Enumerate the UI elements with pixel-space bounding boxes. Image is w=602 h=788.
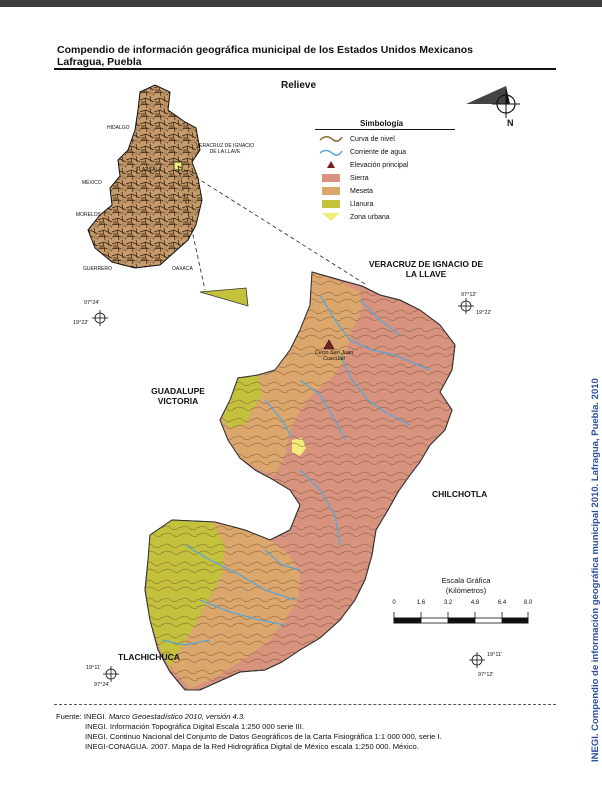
scale-tick: 6.4 [497, 600, 507, 606]
coord-tr-lat: 19°22' [476, 310, 492, 316]
locator-label-tlaxcala: TLAXCALA [136, 167, 162, 173]
north-label: N [507, 118, 514, 128]
legend-label-meseta: Meseta [350, 188, 373, 195]
llanura-region-south [146, 520, 225, 668]
scale-bar [393, 612, 529, 624]
legend-label-peak: Elevación principal [350, 162, 409, 169]
scale-tick: 3.2 [443, 600, 453, 606]
header-rule [54, 68, 556, 70]
neighbor-east: CHILCHOTLA [432, 489, 488, 499]
coord-bl-lat: 19°11' [86, 665, 102, 671]
header-title: Compendio de información geográfica muni… [57, 44, 473, 56]
locator-label-hidalgo: HIDALGO [107, 125, 130, 131]
source-marco: Marco Geoestadístico 2010, versión 4.3. [108, 712, 246, 721]
peak-label: Cerro San Juan Cuecuatl [314, 350, 354, 362]
coord-locator-lat: 19°22' [73, 320, 89, 326]
scale-tick: 4.8 [470, 600, 480, 606]
locator-label-morelos: MORELOS [76, 212, 102, 218]
source-line-3: INEGI. Continuo Nacional del Conjunto de… [85, 732, 442, 741]
map-title: Relieve [281, 80, 317, 91]
neighbor-south: TLACHICHUCA [118, 652, 180, 662]
coord-bl-lon: 97°24' [94, 682, 110, 688]
legend-label-water: Corriente de agua [350, 149, 407, 156]
peak-marker [323, 339, 335, 350]
scale-tick: 1.6 [416, 600, 426, 606]
legend-label-contour: Curva de nivel [350, 136, 395, 143]
llanura-strip [199, 287, 249, 307]
puebla-state-shape [87, 84, 203, 269]
coord-tr-lon: 97°12' [461, 292, 477, 298]
header-subtitle: Lafragua, Puebla [57, 56, 142, 68]
lafragua-highlight [173, 161, 183, 171]
scale-tick: 0 [392, 600, 396, 606]
legend-symbols [319, 136, 343, 221]
scale-unit: (Kilómetros) [445, 586, 487, 595]
scale-tick: 8.0 [523, 600, 533, 606]
source-inegi: INEGI. [83, 712, 107, 721]
locator-label-mexico: MÉXICO [82, 180, 102, 186]
legend-label-llanura: Llanura [350, 201, 374, 208]
urban-zone [292, 438, 306, 456]
legend-title: Simbología [360, 119, 404, 128]
source-line-1: Fuente: INEGI. Marco Geoestadístico 2010… [56, 712, 245, 721]
meseta-region-south [147, 520, 300, 688]
coord-br-lat: 19°11' [487, 652, 503, 658]
neighbor-west: GUADALUPE VICTORIA [151, 386, 205, 406]
source-line-2: INEGI. Información Topográfica Digital E… [85, 722, 304, 731]
contour-line-icon [319, 136, 343, 142]
sierra-region [144, 271, 456, 691]
locator-label-oaxaca: OAXACA [172, 266, 193, 272]
scale-title: Escala Gráfica [441, 576, 491, 585]
source-prefix: Fuente: [56, 712, 82, 721]
sources-rule [54, 704, 556, 705]
legend-label-sierra: Sierra [350, 175, 369, 182]
side-citation: INEGI. Compendio de información geográfi… [590, 378, 601, 762]
legend-label-urbana: Zona urbana [350, 214, 390, 221]
locator-label-guerrero: GUERRERO [83, 266, 112, 272]
coord-br-lon: 97°12' [478, 672, 494, 678]
north-arrow-icon [466, 86, 520, 118]
neighbor-north: VERACRUZ DE IGNACIO DE LA LLAVE [368, 259, 484, 279]
locator-label-veracruz: VERACRUZ DE IGNACIO DE LA LLAVE [195, 143, 255, 155]
source-line-4: INEGI-CONAGUA. 2007. Mapa de la Red Hidr… [85, 742, 419, 751]
water-line-icon [319, 149, 343, 156]
meseta-region-north [220, 272, 362, 475]
legend-rule [315, 129, 455, 130]
top-bar [0, 0, 602, 7]
llanura-region-west [222, 375, 262, 428]
peak-triangle-icon [327, 161, 335, 168]
coord-locator-lon: 97°24' [84, 300, 100, 306]
